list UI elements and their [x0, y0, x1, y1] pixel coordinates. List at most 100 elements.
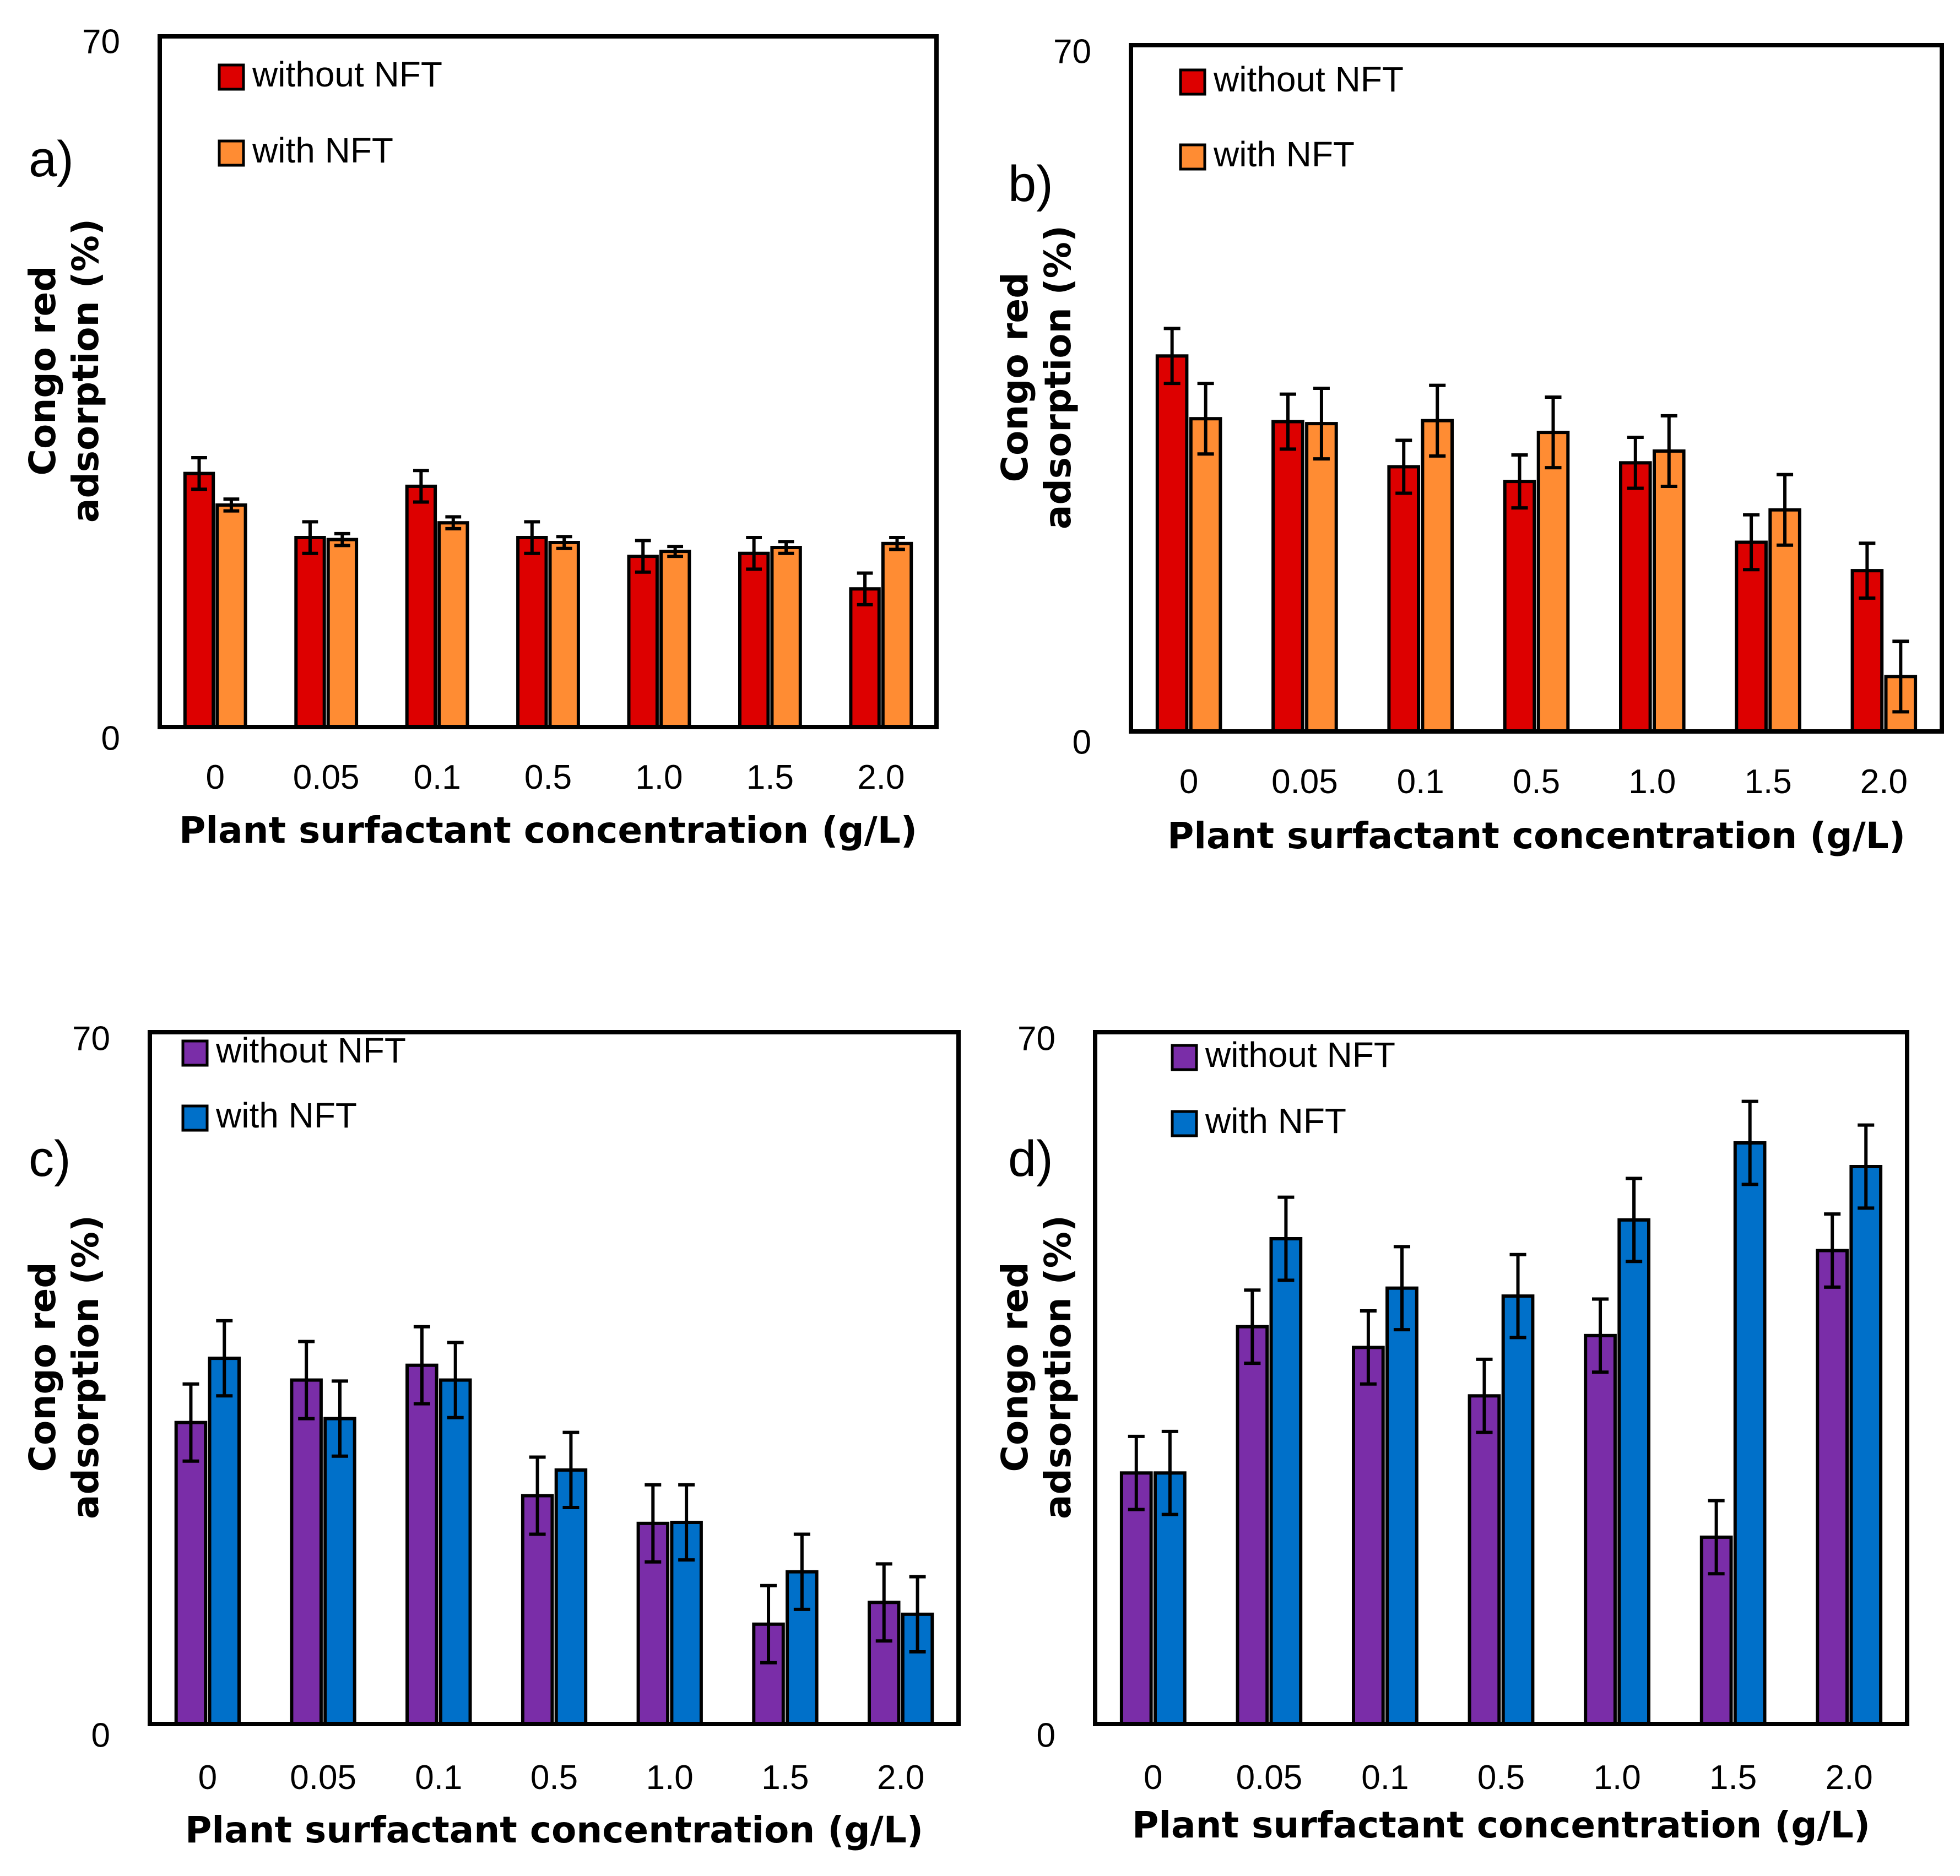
- bar-without-nft: [1735, 540, 1768, 733]
- legend-swatch-with-nft: [1179, 143, 1206, 171]
- chart-panel-b: 70 0 0 0.05 0.1 0.5 1.0 1.5 2.0 Plant surfactant …: [994, 32, 1944, 857]
- x-tick-label: 0: [1179, 763, 1198, 801]
- bar-without-nft: [1271, 420, 1304, 733]
- chart-panel-a: 70 0 0 0.05 0.1 0.5 1.0 1.5 2.0 Plant surfactant …: [21, 23, 939, 852]
- bar-with-nft: [1189, 417, 1222, 733]
- x-tick-label: 0: [1144, 1759, 1162, 1797]
- x-tick-label: 1.5: [1744, 763, 1791, 801]
- plot-frame: [148, 1030, 961, 1726]
- y-tick-label: 0: [1037, 1716, 1055, 1754]
- x-tick-label: 1.5: [746, 758, 794, 796]
- y-tick-label: 0: [101, 719, 120, 757]
- x-tick-label: 1.0: [646, 1759, 694, 1797]
- x-axis-title: Plant surfactant concentration (g/L): [1132, 1804, 1870, 1846]
- x-axis-title: Plant surfactant concentration (g/L): [1167, 815, 1905, 857]
- y-axis-title-line2: adsorption (%): [64, 1215, 107, 1519]
- x-axis-title: Plant surfactant concentration (g/L): [179, 809, 917, 852]
- y-tick-label: 0: [91, 1716, 110, 1754]
- bar-with-nft: [439, 1378, 472, 1726]
- x-tick-label: 1.5: [1709, 1759, 1757, 1797]
- bar-with-nft: [1653, 449, 1686, 734]
- bar-without-nft: [405, 484, 437, 729]
- x-tick-label: 0.05: [293, 758, 360, 796]
- x-tick-label: 2.0: [857, 758, 905, 796]
- panel-label: a): [29, 131, 74, 187]
- bar-without-nft: [1387, 465, 1420, 734]
- legend-label-without-nft: without NFT: [215, 1031, 406, 1070]
- legend-swatch-with-nft: [1171, 1110, 1198, 1137]
- bar-without-nft: [290, 1378, 323, 1726]
- bar-with-nft: [1385, 1286, 1418, 1726]
- legend-label-with-nft: with NFT: [1213, 134, 1355, 174]
- bar-without-nft: [849, 587, 881, 729]
- y-tick-label: 70: [1017, 1020, 1055, 1058]
- bar-without-nft: [1155, 354, 1189, 733]
- panel-label: d): [1008, 1131, 1053, 1187]
- x-tick-label: 1.0: [635, 758, 683, 796]
- bar-without-nft: [294, 536, 326, 729]
- legend-swatch-with-nft: [181, 1104, 209, 1132]
- bar-with-nft: [1617, 1218, 1651, 1726]
- bar-with-nft: [770, 546, 802, 729]
- bar-with-nft: [1421, 419, 1454, 733]
- chart-panel-c: 70 0 0 0.05 0.1 0.5 1.0 1.5 2.0 Plant surfactant …: [21, 1020, 961, 1851]
- bar-without-nft: [1352, 1346, 1385, 1726]
- legend: without NFT with NFT: [181, 1031, 406, 1135]
- bar-without-nft: [183, 471, 215, 729]
- x-tick-label: 1.0: [1628, 763, 1676, 801]
- x-tick-label: 1.5: [761, 1759, 809, 1797]
- bar-without-nft: [1584, 1333, 1617, 1726]
- bar-without-nft: [738, 551, 770, 729]
- y-axis-title-line2: adsorption (%): [1037, 225, 1079, 529]
- bar-without-nft: [174, 1420, 208, 1726]
- y-axis-title-line1: Congo red: [994, 1262, 1036, 1472]
- plot-frame: [1129, 43, 1944, 734]
- x-tick-label: 0.5: [530, 1759, 578, 1797]
- bar-without-nft: [1816, 1249, 1849, 1726]
- bar-with-nft: [1269, 1237, 1303, 1726]
- bar-with-nft: [1536, 431, 1570, 733]
- legend-swatch-with-nft: [218, 139, 245, 167]
- legend: without NFT with NFT: [1171, 1035, 1395, 1141]
- legend-swatch-without-nft: [1179, 68, 1206, 96]
- y-axis-title-line1: Congo red: [994, 273, 1036, 482]
- x-tick-label: 0.5: [1477, 1759, 1525, 1797]
- bar-with-nft: [1733, 1141, 1767, 1726]
- bar-with-nft: [1849, 1165, 1883, 1726]
- panel-label: c): [29, 1131, 71, 1187]
- bar-with-nft: [326, 538, 359, 729]
- x-tick-label: 0.1: [1397, 763, 1444, 801]
- y-tick-label: 0: [1073, 723, 1091, 761]
- legend-label-with-nft: with NFT: [1205, 1101, 1346, 1141]
- legend-swatch-without-nft: [218, 63, 245, 91]
- bar-without-nft: [1619, 461, 1652, 733]
- bar-with-nft: [881, 541, 913, 729]
- bar-with-nft: [215, 503, 247, 729]
- x-tick-label: 2.0: [1826, 1759, 1873, 1797]
- legend-label-without-nft: without NFT: [1213, 59, 1404, 99]
- x-tick-label: 2.0: [877, 1759, 924, 1797]
- y-axis-title-line1: Congo red: [21, 266, 64, 476]
- legend-label-without-nft: without NFT: [252, 55, 442, 94]
- x-axis-title: Plant surfactant concentration (g/L): [185, 1809, 923, 1851]
- x-tick-label: 0.1: [413, 758, 461, 796]
- legend-label-with-nft: with NFT: [252, 131, 393, 170]
- legend: without NFT with NFT: [218, 55, 442, 170]
- x-tick-label: 1.0: [1593, 1759, 1640, 1797]
- x-tick-label: 0.05: [1271, 763, 1338, 801]
- plot-frame: [158, 34, 939, 729]
- x-tick-label: 0.05: [290, 1759, 356, 1797]
- y-axis-title-line1: Congo red: [21, 1262, 64, 1472]
- x-tick-label: 0: [198, 1759, 217, 1797]
- x-tick-label: 0.5: [1513, 763, 1560, 801]
- bar-with-nft: [323, 1417, 356, 1726]
- bar-with-nft: [554, 1468, 588, 1726]
- y-tick-label: 70: [1053, 32, 1091, 71]
- x-tick-label: 0: [205, 758, 224, 796]
- chart-panel-d: 70 0 0 0.05 0.1 0.5 1.0 1.5 2.0 Plant surfactant …: [994, 1020, 1909, 1846]
- bar-without-nft: [405, 1363, 438, 1726]
- legend-swatch-without-nft: [181, 1039, 209, 1067]
- y-tick-label: 70: [72, 1020, 110, 1058]
- bar-with-nft: [1305, 422, 1338, 733]
